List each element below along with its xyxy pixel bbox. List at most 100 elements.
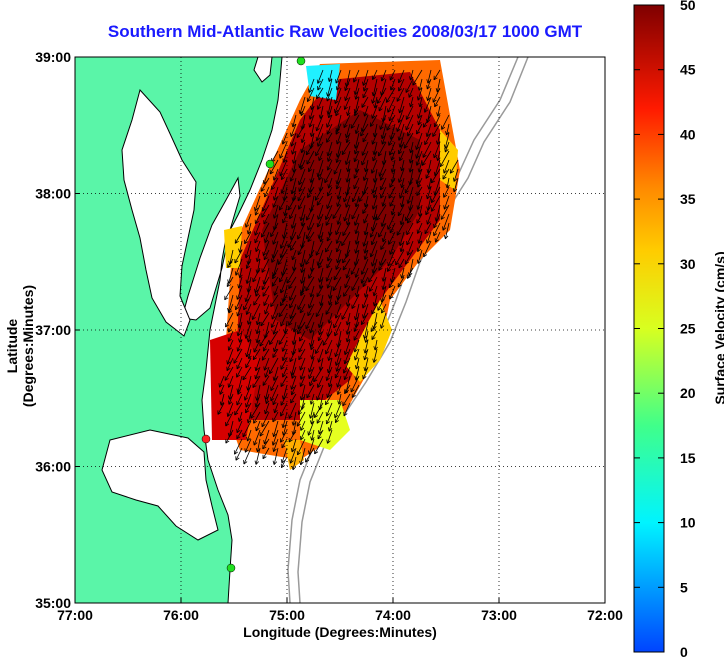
velocity-arrow — [271, 249, 279, 263]
velocity-arrow-head — [298, 163, 300, 168]
velocity-arrow — [261, 411, 270, 427]
velocity-arrow-head — [376, 217, 381, 221]
velocity-arrow-head — [328, 320, 333, 324]
velocity-arrow-head — [364, 203, 369, 208]
velocity-arrow-head — [318, 284, 321, 289]
velocity-arrow-head — [262, 208, 266, 212]
velocity-arrow-head — [317, 215, 319, 220]
velocity-arrow-head — [363, 167, 366, 172]
velocity-arrow-head — [228, 401, 233, 405]
velocity-arrow — [355, 123, 360, 134]
velocity-arrow — [332, 276, 342, 291]
velocity-arrow-head — [299, 375, 302, 380]
velocity-arrow — [356, 285, 360, 298]
velocity-arrow-head — [326, 377, 330, 381]
velocity-arrow-head — [334, 171, 338, 175]
velocity-arrow-head — [354, 95, 357, 100]
velocity-arrow-head — [320, 238, 324, 243]
velocity-arrow-head — [227, 395, 230, 400]
velocity-arrow — [238, 411, 243, 422]
velocity-arrow-head — [318, 177, 323, 181]
velocity-arrow — [405, 78, 414, 93]
velocity-arrow — [227, 348, 234, 365]
velocity-arrow — [289, 294, 297, 309]
velocity-arrow-head — [280, 459, 283, 464]
velocity-arrow-head — [282, 357, 287, 362]
velocity-arrow-head — [327, 113, 330, 118]
velocity-arrow-head — [246, 311, 250, 315]
velocity-arrow — [416, 186, 423, 196]
velocity-arrow — [301, 267, 306, 284]
velocity-arrow-head — [343, 294, 348, 297]
velocity-arrow-head — [326, 204, 328, 209]
velocity-arrow-head — [426, 240, 431, 244]
velocity-arrow-head — [309, 124, 313, 128]
velocity-arrow-head — [287, 244, 292, 248]
velocity-arrow-head — [417, 114, 419, 119]
velocity-arrow-head — [374, 302, 378, 307]
velocity-arrow-head — [234, 451, 238, 455]
velocity-arrow — [289, 303, 297, 319]
velocity-arrow — [351, 384, 360, 398]
velocity-arrow-head — [310, 355, 313, 360]
velocity-arrow — [381, 213, 387, 227]
velocity-arrow — [326, 366, 333, 381]
velocity-arrow-head — [315, 136, 318, 141]
velocity-arrow — [290, 132, 297, 147]
velocity-arrow-head — [297, 326, 302, 330]
velocity-arrow-head — [316, 142, 319, 147]
velocity-arrow-head — [452, 187, 455, 193]
velocity-arrow — [262, 285, 270, 297]
velocity-arrow — [234, 402, 243, 416]
velocity-arrow-head — [391, 169, 396, 173]
velocity-arrow — [332, 204, 342, 219]
velocity-arrow-head — [347, 303, 351, 307]
velocity-arrow-head — [255, 329, 258, 334]
velocity-arrow-head — [319, 279, 323, 283]
velocity-arrow — [246, 303, 252, 315]
velocity-arrow-head — [255, 247, 257, 252]
velocity-arrow — [373, 186, 378, 199]
velocity-arrow — [263, 249, 270, 261]
velocity-arrow — [273, 204, 279, 219]
velocity-arrow-head — [255, 212, 259, 216]
velocity-arrow-head — [337, 391, 341, 395]
velocity-arrow-head — [409, 148, 411, 153]
velocity-arrow-head — [282, 374, 287, 378]
velocity-arrow-head — [317, 216, 322, 220]
velocity-arrow-head — [227, 265, 232, 268]
velocity-arrow — [228, 321, 234, 333]
velocity-arrow-head — [290, 142, 292, 147]
velocity-arrow-head — [371, 189, 374, 194]
velocity-arrow-head — [362, 176, 365, 181]
velocity-arrow-head — [400, 183, 402, 188]
velocity-arrow — [298, 348, 306, 361]
velocity-arrow-head — [260, 188, 265, 192]
velocity-arrow-head — [336, 159, 340, 163]
velocity-arrow-head — [354, 273, 356, 278]
velocity-arrow — [354, 339, 360, 353]
velocity-arrow-head — [273, 408, 275, 414]
velocity-arrow-head — [381, 78, 385, 82]
velocity-arrow-head — [345, 138, 348, 143]
velocity-arrow-head — [262, 180, 265, 185]
velocity-arrow — [362, 366, 369, 380]
velocity-arrow — [382, 231, 387, 243]
velocity-arrow-head — [327, 131, 331, 135]
velocity-arrow — [380, 177, 387, 191]
velocity-arrow — [374, 168, 378, 183]
velocity-arrow-head — [272, 226, 275, 231]
velocity-arrow — [247, 375, 252, 391]
velocity-arrow-head — [399, 194, 401, 199]
velocity-arrow-head — [247, 438, 251, 442]
velocity-arrow — [327, 429, 333, 444]
velocity-arrow-head — [405, 127, 410, 131]
velocity-arrow — [316, 285, 324, 297]
velocity-arrow-head — [372, 358, 375, 363]
velocity-arrow — [372, 69, 378, 80]
velocity-arrow-head — [372, 291, 375, 297]
velocity-arrow-head — [397, 118, 399, 123]
velocity-arrow-head — [259, 343, 264, 347]
velocity-arrow — [269, 159, 279, 175]
velocity-arrow — [245, 393, 252, 408]
